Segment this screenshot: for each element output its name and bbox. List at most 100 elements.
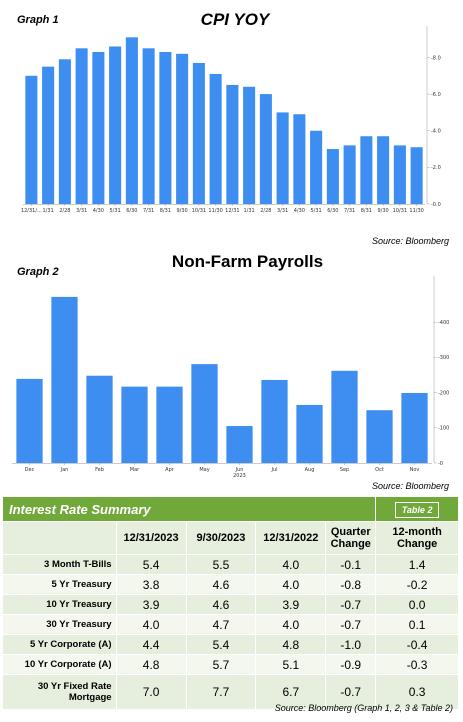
row-label: 10 Yr Corporate (A) (2, 654, 117, 675)
x-tick-label: Apr (165, 467, 175, 473)
table-cell: 5.1 (255, 654, 327, 675)
header-cell: 9/30/2023 (185, 521, 257, 555)
x-tick-label: Mar (130, 467, 140, 473)
bar (226, 84, 239, 204)
table-row: 30 Yr Fixed Rate Mortgage 7.0 7.7 6.7 -0.7 0.… (2, 674, 459, 710)
header-cell: 12/31/2023 (115, 521, 187, 555)
table-cell: 5.7 (185, 654, 257, 675)
bar (377, 136, 390, 204)
bar (176, 53, 189, 204)
graph1-source: Source: Bloomberg (371, 236, 449, 246)
bar (42, 66, 55, 204)
graph2-title: Non-Farm Payrolls (171, 252, 324, 271)
table-cell: 0.1 (375, 614, 459, 635)
row-label: 30 Yr Fixed Rate Mortgage (2, 674, 117, 710)
x-tick-label: 11/30 (409, 208, 423, 214)
x-tick-label: 2/28 (59, 208, 70, 214)
x-tick-label: 1/31 (43, 208, 54, 214)
bar (92, 51, 105, 205)
table-cell: 0.3 (375, 674, 459, 710)
bar (16, 378, 43, 463)
table-cell: -0.3 (375, 654, 459, 675)
table-cell: -0.4 (375, 634, 459, 655)
x-tick-label: Feb (95, 467, 104, 473)
table-cell: -1.0 (325, 634, 377, 655)
x-tick-label: 11/30 (208, 208, 222, 214)
row-label: 30 Yr Treasury (2, 614, 117, 635)
x-tick-label: 12/31/... (21, 208, 42, 214)
table-row: 30 Yr Treasury 4.0 4.7 4.0 -0.7 0.1 (2, 614, 459, 635)
y-tick-label: -0.0 (431, 202, 441, 208)
row-label: 3 Month T-Bills (2, 554, 117, 575)
y-tick-label: -2.0 (431, 165, 441, 171)
table-cell: 4.8 (115, 654, 187, 675)
bar (25, 75, 38, 204)
table-cell: 4.7 (185, 614, 257, 635)
x-tick-label: 3/31 (277, 208, 288, 214)
bar (310, 130, 323, 204)
x-tick-label: 6/30 (126, 208, 137, 214)
table-cell: 3.9 (255, 594, 327, 615)
table-cell: 7.7 (185, 674, 257, 710)
row-label: 10 Yr Treasury (2, 594, 117, 615)
bar (125, 37, 138, 204)
y-tick-label: -200 (438, 390, 449, 396)
bar (75, 48, 88, 204)
table-cell: -0.1 (325, 554, 377, 575)
graph1-title: CPI YOY (200, 10, 270, 29)
table-cell: 7.0 (115, 674, 187, 710)
bar (366, 410, 393, 463)
bar (142, 48, 155, 204)
bar (192, 62, 205, 205)
x-tick-label: 10/31 (192, 208, 206, 214)
x-tick-label: 10/31 (393, 208, 407, 214)
graph2-source: Source: Bloomberg (371, 481, 449, 491)
x-tick-label: 3/31 (76, 208, 87, 214)
table-cell: -0.7 (325, 594, 377, 615)
table-cell: -0.7 (325, 614, 377, 635)
header-cell: 12/31/2022 (255, 521, 327, 555)
table-cell: 4.8 (255, 634, 327, 655)
table-row: 3 Month T-Bills 5.4 5.5 4.0 -0.1 1.4 (2, 554, 459, 575)
table-cell: 0.0 (375, 594, 459, 615)
table-cell: 5.5 (185, 554, 257, 575)
table-cell: -0.2 (375, 574, 459, 595)
table-cell: 4.6 (185, 574, 257, 595)
table-cell: 4.0 (255, 554, 327, 575)
bar (326, 149, 339, 204)
x-tick-label: 6/30 (327, 208, 338, 214)
cpi-yoy-chart: 12/31/... 1/31 2/28 3/31 4/30 5/31 6/30 7/31 8/3… (21, 26, 441, 214)
x-tick-label: 4/30 (294, 208, 305, 214)
x-tick-label: Jul (270, 467, 277, 473)
table-cell: 4.4 (115, 634, 187, 655)
table-cell: 6.7 (255, 674, 327, 710)
table-header-row: 12/31/2023 9/30/2023 12/31/2022 Quarter … (2, 521, 459, 555)
bar (410, 147, 423, 204)
table-cell: 4.6 (185, 594, 257, 615)
table-banner: Interest Rate Summary Table 2 (1, 496, 459, 522)
x-tick-label: 2/28 (260, 208, 271, 214)
bar (276, 112, 289, 204)
row-label: 5 Yr Corporate (A) (2, 634, 117, 655)
x-tick-label: Dec (25, 467, 35, 473)
x-tick-label: May (199, 467, 209, 473)
y-tick-label: -100 (438, 426, 449, 432)
bar (259, 94, 272, 204)
header-cell: Quarter Change (325, 521, 377, 555)
table-row: 10 Yr Treasury 3.9 4.6 3.9 -0.7 0.0 (2, 594, 459, 615)
table-cell: 4.0 (115, 614, 187, 635)
row-label: 5 Yr Treasury (2, 574, 117, 595)
y-tick-label: -8.0 (431, 55, 441, 61)
table-cell: 5.4 (115, 554, 187, 575)
table-cell: -0.8 (325, 574, 377, 595)
y-tick-label: -6.0 (431, 92, 441, 98)
bar (121, 386, 148, 463)
table-row: 5 Yr Treasury 3.8 4.6 4.0 -0.8 -0.2 (2, 574, 459, 595)
interest-rate-summary-table: Interest Rate Summary Table 2 12/31/2023… (1, 496, 459, 710)
x-tick-label: 12/31 (225, 208, 239, 214)
x-tick-sublabel: 2023 (233, 473, 246, 479)
table-cell: 4.0 (255, 614, 327, 635)
x-tick-label: 5/31 (110, 208, 121, 214)
x-tick-label: 8/31 (160, 208, 171, 214)
x-tick-label: Oct (375, 467, 384, 473)
